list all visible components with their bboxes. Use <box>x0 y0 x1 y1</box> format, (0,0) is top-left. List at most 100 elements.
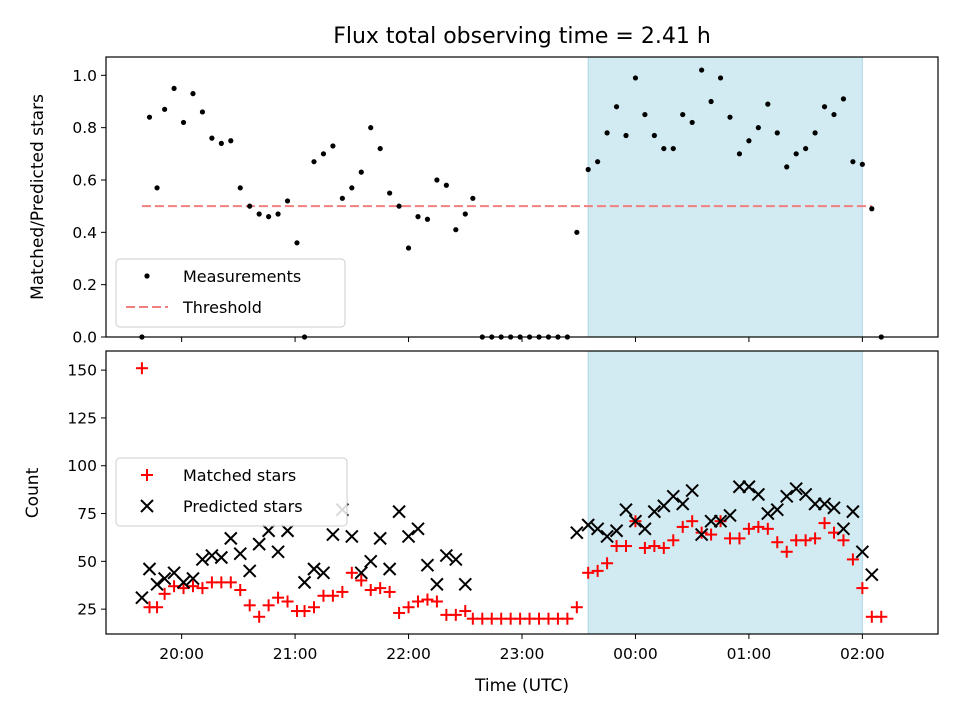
measurement-point <box>405 245 412 251</box>
bottom-ytick-label: 125 <box>67 409 97 427</box>
xtick-label: 22:00 <box>386 645 431 663</box>
measurement-point <box>154 185 160 191</box>
predicted-star-point <box>865 568 879 582</box>
matched-star-point <box>177 582 190 595</box>
measurement-point <box>803 145 809 152</box>
measurement-point <box>349 185 355 191</box>
matched-star-point <box>667 534 680 547</box>
legend-threshold-label: Threshold <box>182 298 262 317</box>
legend-matched-label: Matched stars <box>183 466 296 485</box>
matched-star-point <box>733 532 746 545</box>
predicted-star-point <box>439 548 454 563</box>
matched-star-point <box>393 606 406 619</box>
matched-star-point <box>459 605 472 618</box>
predicted-star-point <box>420 558 435 572</box>
xtick-label: 20:00 <box>159 645 204 663</box>
matched-star-point <box>196 582 209 595</box>
predicted-star-point <box>761 506 775 521</box>
bottom-ytick-label: 150 <box>67 362 97 380</box>
predicted-star-point <box>817 497 832 511</box>
matched-star-point <box>856 582 869 595</box>
predicted-star-point <box>307 562 321 576</box>
predicted-star-point <box>186 571 200 586</box>
measurement-point <box>146 114 153 120</box>
measurement-point <box>850 159 856 165</box>
measurement-point <box>162 106 168 112</box>
matched-star-point <box>761 522 774 535</box>
matched-star-point <box>402 601 415 614</box>
predicted-star-point <box>732 480 747 494</box>
matched-star-point <box>374 582 387 595</box>
measurement-point <box>368 125 374 131</box>
predicted-star-point <box>846 504 860 519</box>
measurement-point <box>755 125 761 131</box>
top-ytick-label: 1.0 <box>72 67 97 85</box>
predicted-star-point <box>345 529 359 544</box>
measurement-point <box>812 130 818 136</box>
predicted-star-point <box>694 527 709 542</box>
predicted-star-point <box>224 531 238 546</box>
measurement-point <box>434 177 440 183</box>
matched-star-point <box>648 540 661 553</box>
measurement-point <box>689 119 695 126</box>
matched-star-point <box>308 601 320 614</box>
matched-star-point <box>686 515 699 528</box>
predicted-star-point <box>836 522 851 536</box>
predicted-star-point <box>261 524 276 538</box>
matched-star-point <box>449 608 462 621</box>
measurement-point <box>661 145 667 152</box>
legend-predicted-marker <box>140 499 154 513</box>
predicted-star-point <box>600 529 614 544</box>
matched-star-point <box>412 595 424 608</box>
predicted-star-point <box>808 497 822 511</box>
measurement-point <box>218 140 224 146</box>
measurement-point <box>869 206 875 212</box>
matched-star-point <box>383 585 396 598</box>
bottom-ytick-label: 50 <box>77 553 97 571</box>
matched-star-point <box>421 593 434 606</box>
predicted-star-point <box>354 566 368 580</box>
predicted-star-point <box>619 503 633 517</box>
measurement-point <box>793 151 799 157</box>
predicted-star-point <box>176 575 191 590</box>
predicted-star-point <box>638 522 652 536</box>
measurement-point <box>228 138 234 144</box>
measurement-point <box>727 114 733 120</box>
measurement-point <box>311 159 317 165</box>
matched-star-point <box>601 557 614 570</box>
measurement-point <box>470 195 476 201</box>
predicted-star-point <box>751 487 766 502</box>
top-legend: Measurements Threshold <box>115 258 346 328</box>
predicted-star-point <box>243 564 257 578</box>
bottom-legend: Matched stars Predicted stars <box>115 457 348 527</box>
predicted-star-point <box>271 545 285 559</box>
top-ytick-label: 0.6 <box>72 171 97 189</box>
measurement-point <box>765 101 771 107</box>
predicted-star-point <box>780 489 794 504</box>
measurement-point <box>443 182 449 188</box>
matched-star-point <box>676 520 689 533</box>
matched-star-point <box>364 584 377 597</box>
predicted-star-point <box>150 577 164 591</box>
legend-measurements-label: Measurements <box>183 267 301 286</box>
legend-matched-marker <box>141 469 153 481</box>
legend-predicted-label: Predicted stars <box>183 497 303 516</box>
predicted-star-point <box>449 552 463 567</box>
xtick-label: 01:00 <box>727 645 772 663</box>
matched-star-point <box>620 540 632 553</box>
top-ytick-label: 0.2 <box>72 276 97 294</box>
bottom-observing-window <box>587 350 863 635</box>
top-ytick-label: 0.4 <box>72 224 97 242</box>
measurement-point <box>396 203 402 209</box>
predicted-star-point <box>316 566 331 580</box>
measurement-point <box>358 169 364 175</box>
predicted-star-point <box>742 480 756 494</box>
predicted-star-point <box>647 504 662 519</box>
measurement-point <box>746 138 752 144</box>
predicted-star-point <box>382 562 397 576</box>
predicted-star-point <box>855 545 870 559</box>
measurement-point <box>171 85 177 92</box>
measurement-point <box>708 98 714 105</box>
measurement-point <box>784 164 790 170</box>
matched-star-point <box>186 580 199 593</box>
